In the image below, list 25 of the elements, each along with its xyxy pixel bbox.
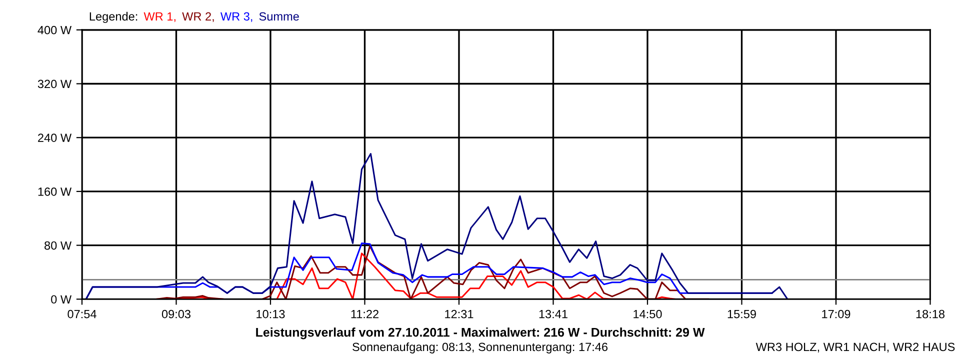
legend-title: Legende: xyxy=(90,12,138,23)
x-tick-label: 07:54 xyxy=(68,310,96,318)
text: Leistungsverlauf vom 27.10.2011 - Maximalwert: 216 W - Durchschnitt: 29 W xyxy=(256,328,705,340)
x-tick-label: 09:03 xyxy=(162,310,190,318)
text: WR 1, xyxy=(144,12,176,22)
text: Summe xyxy=(259,12,299,21)
x-tick-label: 14:50 xyxy=(634,310,662,318)
x-tick-label: 13:41 xyxy=(539,310,568,318)
x-tick-label: 15:59 xyxy=(728,310,756,318)
x-tick-label: 17:09 xyxy=(822,310,850,318)
y-tick-label: 320 W xyxy=(38,80,72,88)
y-tick-label: 400 W xyxy=(38,26,72,34)
text: WR3 HOLZ, WR1 NACH, WR2 HAUS xyxy=(756,342,955,353)
y-tick-label: 80 W xyxy=(44,241,72,250)
y-tick-label: 160 W xyxy=(38,187,72,196)
y-tick-label: 240 W xyxy=(38,134,72,142)
text: WR 3, xyxy=(220,12,252,22)
text: WR 2, xyxy=(182,12,214,22)
x-tick-label: 18:18 xyxy=(916,310,944,318)
line-series xyxy=(85,152,788,300)
x-tick-label: 11:22 xyxy=(351,310,378,318)
text: Sonnenaufgang: 08:13, Sonnenuntergang: 17:46 xyxy=(352,342,608,354)
x-tick-label: 12:31 xyxy=(445,310,474,318)
x-tick-label: 10:13 xyxy=(256,310,285,318)
y-tick-label: 0 W xyxy=(51,295,72,304)
